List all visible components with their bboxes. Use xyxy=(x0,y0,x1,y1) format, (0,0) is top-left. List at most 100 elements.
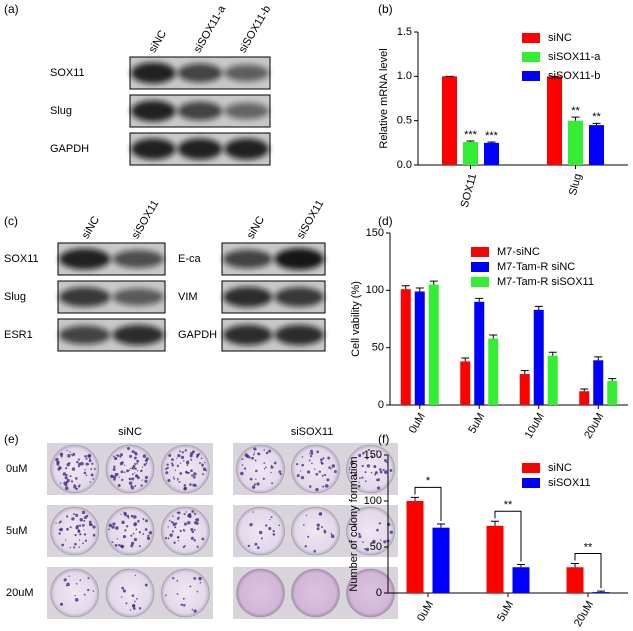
colony xyxy=(116,538,119,540)
panel-label: (e) xyxy=(4,432,19,446)
colony xyxy=(135,528,138,531)
colony xyxy=(142,454,147,458)
colony xyxy=(310,452,314,455)
dish xyxy=(346,444,395,494)
colony xyxy=(80,461,84,466)
colony xyxy=(77,529,81,533)
colony xyxy=(365,457,369,460)
colony xyxy=(165,594,167,597)
row-label: SOX11 xyxy=(50,67,85,79)
y-tick-label: 100 xyxy=(366,284,384,296)
legend-label: siSOX11 xyxy=(548,477,591,489)
colony xyxy=(198,453,201,455)
colony xyxy=(172,577,175,580)
colony xyxy=(270,472,272,474)
colony xyxy=(113,455,115,458)
colony xyxy=(172,522,176,527)
colony xyxy=(196,590,199,593)
colony xyxy=(240,471,244,476)
colony xyxy=(66,478,70,483)
blot xyxy=(221,318,326,352)
colony xyxy=(116,454,118,457)
colony xyxy=(306,470,311,474)
colony xyxy=(131,477,135,481)
colony xyxy=(74,598,79,602)
colony xyxy=(169,533,173,537)
colony xyxy=(296,462,299,466)
colony xyxy=(121,520,125,525)
error-bar xyxy=(592,122,601,126)
colony xyxy=(91,462,94,465)
colony xyxy=(74,533,77,537)
colony xyxy=(71,454,74,457)
error-bar xyxy=(489,334,498,339)
colony xyxy=(330,467,332,470)
blot-band xyxy=(224,102,270,120)
colony xyxy=(88,522,93,526)
colony xyxy=(75,583,78,585)
colony xyxy=(378,522,381,525)
colony xyxy=(138,607,142,610)
colony xyxy=(62,472,67,476)
colony xyxy=(315,472,319,476)
colony xyxy=(321,525,324,528)
blot xyxy=(129,132,271,166)
colony xyxy=(92,477,95,480)
colony xyxy=(320,458,323,462)
colony xyxy=(85,462,89,466)
colony xyxy=(272,533,276,536)
colony xyxy=(130,514,134,518)
colony xyxy=(141,466,144,468)
colony xyxy=(108,528,111,531)
colony xyxy=(265,451,269,455)
y-tick-label: 150 xyxy=(364,449,382,461)
colony xyxy=(70,453,72,456)
colony xyxy=(133,600,136,603)
significance-bracket xyxy=(574,553,602,589)
colony xyxy=(270,516,273,519)
colony xyxy=(61,543,65,547)
colony xyxy=(171,464,174,467)
column-label: siNC xyxy=(118,426,142,438)
blot-band xyxy=(59,248,111,270)
colony xyxy=(279,472,282,476)
colony xyxy=(330,533,333,535)
colony xyxy=(189,585,192,588)
colony xyxy=(320,512,323,515)
colony xyxy=(183,487,187,491)
colony xyxy=(167,537,170,540)
legend-label: M7-Tam-R siSOX11 xyxy=(497,276,594,288)
colony xyxy=(144,528,148,531)
bar xyxy=(607,380,618,405)
colony xyxy=(182,597,185,600)
colony xyxy=(126,514,130,518)
colony xyxy=(134,463,137,465)
colony xyxy=(176,464,179,467)
error-bar xyxy=(415,287,424,292)
colony xyxy=(144,458,148,463)
colony xyxy=(327,456,331,460)
colony xyxy=(66,462,70,467)
colony xyxy=(202,467,207,471)
colony xyxy=(57,467,61,471)
colony xyxy=(131,473,134,476)
blot xyxy=(57,318,166,352)
colony xyxy=(77,485,81,488)
blot-band xyxy=(59,325,111,345)
colony xyxy=(115,527,117,530)
colony xyxy=(364,471,367,474)
error-bar xyxy=(437,523,445,528)
colony xyxy=(144,479,148,483)
colony xyxy=(85,514,89,518)
colony xyxy=(189,483,192,486)
dish xyxy=(105,506,155,556)
colony xyxy=(269,518,271,521)
colony xyxy=(65,584,68,587)
colony xyxy=(252,453,255,456)
colony xyxy=(76,460,79,464)
colony xyxy=(358,532,361,536)
colony xyxy=(183,513,186,516)
colony xyxy=(77,458,80,461)
colony xyxy=(121,461,124,464)
colony xyxy=(65,473,68,477)
